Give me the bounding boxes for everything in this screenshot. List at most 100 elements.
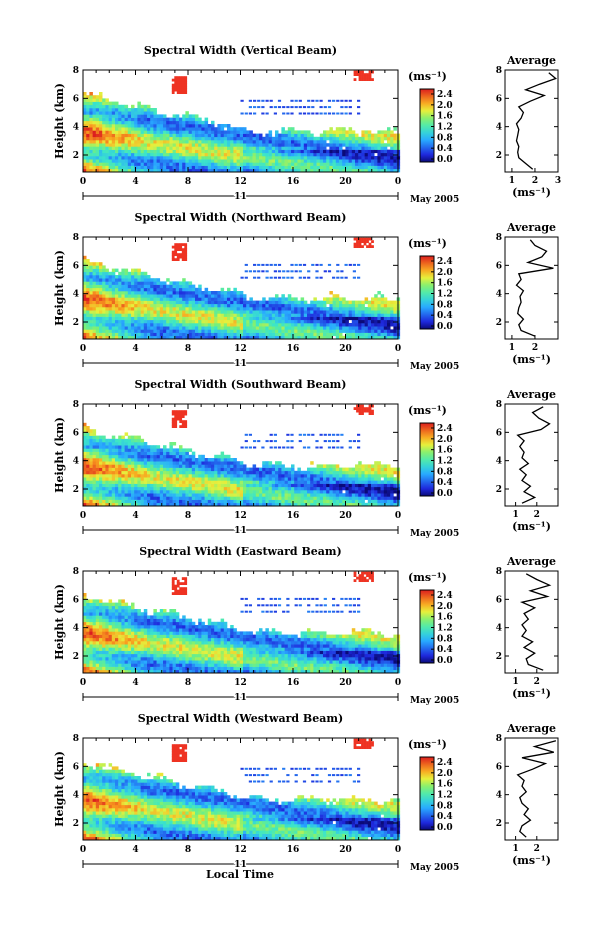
date-label: May 2005 (410, 863, 459, 873)
colorbar-unit: (ms⁻¹) (408, 70, 447, 83)
colorbar-tick-label: 0.4 (437, 645, 453, 655)
average-x-tick-label: 1 (512, 510, 518, 520)
average-x-tick-label: 1 (509, 176, 515, 186)
x-tick-label: 8 (185, 177, 191, 187)
panel-2: Spectral Width (Northward Beam)0 4 8 12 16 20… (53, 211, 559, 372)
x-tick-label: 0 (80, 845, 86, 855)
panel-title: Spectral Width (Westward Beam) (138, 712, 343, 725)
average-x-label: (ms⁻¹) (512, 186, 551, 199)
x-tick-label: 20 (339, 177, 352, 187)
y-tick-label: 8 (73, 567, 79, 577)
colorbar-tick-label: 2.0 (437, 769, 453, 779)
colorbar (419, 88, 435, 163)
average-x-tick-label: 1 (512, 677, 518, 687)
x-tick-label: 16 (287, 511, 300, 521)
y-tick-label: 4 (73, 791, 79, 801)
colorbar-tick-label: 2.0 (437, 435, 453, 445)
day-label: 11 (234, 192, 247, 202)
average-y-tick-label: 6 (496, 762, 502, 772)
x-tick-label: 12 (234, 177, 247, 187)
x-axis-label: Local Time (206, 868, 274, 881)
y-tick-label: 2 (73, 318, 79, 328)
x-tick-label: 12 (234, 344, 247, 354)
x-tick-label: 8 (185, 344, 191, 354)
average-title: Average (506, 555, 556, 568)
x-tick-label: 0 (80, 511, 86, 521)
colorbar-tick-label: 1.2 (437, 624, 453, 634)
average-y-tick-label: 4 (496, 123, 502, 133)
x-tick-label: 20 (339, 845, 352, 855)
average-title: Average (506, 722, 556, 735)
day-label: 11 (234, 526, 247, 536)
y-tick-label: 8 (73, 66, 79, 76)
colorbar-tick-label: 0.4 (437, 478, 453, 488)
average-x-label: (ms⁻¹) (512, 854, 551, 867)
colorbar-tick-label: 1.2 (437, 791, 453, 801)
y-tick-label: 4 (73, 457, 79, 467)
colorbar-tick-label: 0.4 (437, 311, 453, 321)
colorbar-tick-label: 2.4 (437, 424, 453, 434)
colorbar-unit: (ms⁻¹) (408, 738, 447, 751)
average-y-tick-label: 6 (496, 261, 502, 271)
average-y-tick-label: 4 (496, 791, 502, 801)
day-label: 11 (234, 359, 247, 369)
x-tick-label: 0 (395, 678, 401, 688)
colorbar-tick-label: 1.2 (437, 457, 453, 467)
panel-title: Spectral Width (Northward Beam) (135, 211, 347, 224)
y-tick-label: 8 (73, 734, 79, 744)
colorbar-tick-label: 2.0 (437, 602, 453, 612)
x-tick-label: 0 (395, 511, 401, 521)
y-tick-label: 6 (73, 595, 79, 605)
y-tick-label: 2 (73, 485, 79, 495)
colorbar-tick-label: 0.0 (437, 656, 453, 666)
colorbar (419, 589, 435, 664)
average-x-label: (ms⁻¹) (512, 520, 551, 533)
colorbar-tick-label: 1.6 (437, 112, 453, 122)
average-x-tick-label: 2 (532, 343, 538, 353)
x-tick-label: 0 (395, 344, 401, 354)
colorbar (419, 422, 435, 497)
colorbar-tick-label: 2.0 (437, 268, 453, 278)
x-tick-label: 4 (132, 678, 138, 688)
y-axis-label: Height (km) (53, 250, 66, 326)
x-tick-label: 12 (234, 845, 247, 855)
panel-4: Spectral Width (Eastward Beam)0 4 8 12 16 20 0… (53, 545, 559, 706)
x-tick-label: 0 (395, 845, 401, 855)
date-label: May 2005 (410, 195, 459, 205)
x-tick-label: 20 (339, 344, 352, 354)
colorbar-tick-label: 1.2 (437, 290, 453, 300)
x-tick-label: 0 (80, 678, 86, 688)
y-tick-label: 6 (73, 94, 79, 104)
x-tick-label: 16 (287, 177, 300, 187)
average-y-tick-label: 8 (496, 734, 502, 744)
average-y-tick-label: 6 (496, 428, 502, 438)
panels: Spectral Width (Vertical Beam)0 4 8 12 16 20 0… (53, 44, 561, 873)
colorbar (419, 255, 435, 330)
colorbar-tick-label: 1.6 (437, 780, 453, 790)
average-y-tick-label: 4 (496, 624, 502, 634)
colorbar-tick-label: 0.0 (437, 322, 453, 332)
panel-title: Spectral Width (Southward Beam) (134, 378, 346, 391)
average-y-tick-label: 2 (496, 151, 502, 161)
colorbar-tick-label: 0.4 (437, 144, 453, 154)
y-axis-label: Height (km) (53, 83, 66, 159)
y-tick-label: 6 (73, 261, 79, 271)
colorbar-unit: (ms⁻¹) (408, 404, 447, 417)
panel-3: Spectral Width (Southward Beam)0 4 8 12 16 20… (53, 378, 559, 539)
heatmap-image (83, 237, 401, 340)
average-x-tick-label: 2 (534, 510, 540, 520)
average-y-tick-label: 6 (496, 595, 502, 605)
average-y-tick-label: 8 (496, 66, 502, 76)
average-profile-line (515, 72, 557, 170)
x-tick-label: 20 (339, 678, 352, 688)
average-profile-line (515, 239, 554, 337)
colorbar-unit: (ms⁻¹) (408, 237, 447, 250)
x-tick-label: 16 (287, 845, 300, 855)
x-tick-label: 8 (185, 511, 191, 521)
average-frame (504, 69, 559, 173)
x-tick-label: 8 (185, 678, 191, 688)
heatmap-image (83, 738, 401, 841)
heatmap-image (83, 70, 401, 173)
colorbar-tick-label: 2.4 (437, 90, 453, 100)
y-tick-label: 6 (73, 428, 79, 438)
